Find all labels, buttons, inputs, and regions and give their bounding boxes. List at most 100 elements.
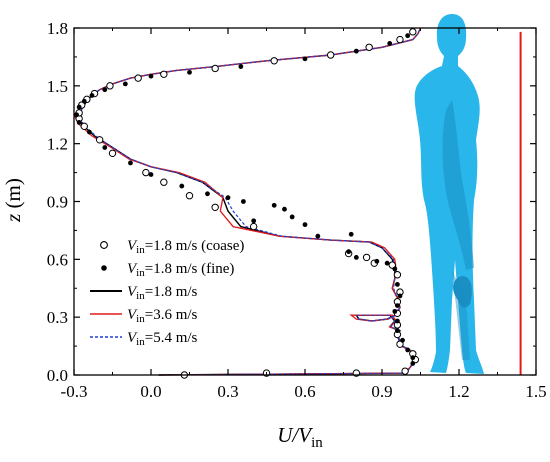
legend-marker-open-circle	[100, 241, 108, 249]
y-tick-label: 1.5	[47, 77, 68, 96]
fine-point	[395, 281, 400, 287]
legend-item: Vin=1.8 m/s (fine)	[101, 261, 234, 279]
fine-point	[384, 260, 390, 266]
legend-label: Vin=3.6 m/s	[127, 307, 198, 325]
fine-point	[102, 145, 108, 150]
coarse-point	[326, 51, 335, 59]
legend-item: Vin=3.6 m/s	[90, 307, 198, 325]
y-axis-symbol: z	[1, 214, 25, 223]
coarse-point	[142, 168, 150, 177]
y-tick-label: 1.8	[47, 19, 68, 38]
x-tick-label: 0.6	[294, 382, 315, 401]
fine-point	[392, 308, 398, 314]
x-tick-label: 0.0	[140, 382, 161, 401]
y-tick-label: 0.0	[47, 366, 68, 385]
legend-label-sub: in	[136, 244, 145, 256]
fine-point	[395, 318, 400, 324]
human-hand	[453, 276, 472, 308]
fine-point	[238, 64, 244, 69]
legend-label-value: =1.8 m/s (fine)	[145, 261, 235, 277]
x-tick-label: 0.3	[217, 382, 238, 401]
coarse-point	[270, 57, 278, 65]
x-axis-main: U/V	[277, 423, 313, 447]
fine-point	[410, 361, 416, 366]
legend-label-symbol: V	[127, 261, 138, 277]
coarse-point	[393, 271, 402, 279]
human-leg-shade	[452, 270, 470, 360]
coarse-point	[388, 261, 396, 269]
legend-label: Vin=5.4 m/s	[127, 330, 198, 348]
coarse-point	[401, 367, 409, 375]
fine-point	[315, 233, 321, 239]
x-axis-title: U/Vin	[277, 423, 323, 451]
coarse-point	[362, 253, 371, 262]
fine-point	[346, 249, 352, 255]
fine-point	[122, 81, 128, 87]
coarse-point	[211, 203, 219, 211]
legend-label: Vin=1.8 m/s (fine)	[127, 261, 234, 279]
fine-point	[241, 199, 246, 204]
fine-point	[102, 87, 108, 93]
y-tick-label: 0.9	[47, 193, 68, 212]
fine-point	[405, 33, 411, 39]
fine-point	[148, 73, 154, 79]
legend-item: Vin=1.8 m/s (coase)	[100, 238, 244, 256]
fine-point	[128, 160, 133, 166]
fine-point	[289, 214, 295, 220]
legend-label: Vin=1.8 m/s (coase)	[127, 238, 244, 256]
fine-point	[405, 347, 411, 353]
legend-label-sub: in	[136, 313, 145, 325]
coarse-point	[160, 70, 168, 78]
fine-point	[395, 303, 400, 308]
coarse-point	[409, 28, 417, 36]
coarse-point	[106, 82, 114, 90]
x-tick-label: -0.3	[61, 382, 88, 401]
legend-label-value: =1.8 m/s (coase)	[145, 238, 245, 254]
fine-point	[302, 222, 308, 228]
legend-label-symbol: V	[127, 330, 138, 346]
y-tick-label: 0.3	[47, 308, 68, 327]
x-tick-label: 0.9	[371, 382, 392, 401]
legend-label-value: =5.4 m/s	[145, 330, 198, 346]
coarse-point	[108, 149, 117, 158]
coarse-point	[185, 192, 194, 200]
coarse-point	[160, 178, 168, 186]
legend-label-symbol: V	[127, 238, 138, 254]
fine-point	[148, 172, 154, 177]
legend: Vin=1.8 m/s (coase)Vin=1.8 m/s (fine)Vin…	[90, 238, 244, 348]
coarse-point	[95, 136, 104, 144]
fine-point	[395, 328, 400, 334]
y-tick-label: 1.2	[47, 135, 68, 154]
fine-point	[87, 129, 92, 135]
legend-label: Vin=1.8 m/s	[127, 284, 198, 302]
legend-item: Vin=5.4 m/s	[90, 330, 198, 348]
legend-label-sub: in	[136, 336, 145, 348]
legend-label-value: =3.6 m/s	[145, 307, 198, 323]
fine-point	[187, 69, 192, 75]
fine-point	[410, 355, 416, 361]
human-arm-shade	[442, 100, 474, 270]
coarse-point	[396, 340, 404, 348]
coarse-point	[249, 222, 258, 231]
fine-point	[353, 48, 359, 54]
fine-point	[205, 191, 210, 197]
fine-point	[76, 120, 82, 125]
coarse-point	[80, 122, 88, 131]
fine-point	[392, 266, 398, 272]
axes-layer: -0.3 0.0 0.3 0.6 0.9 1.2 1.50.00.30.60.91.21.5…	[47, 19, 547, 401]
fine-point	[282, 206, 287, 212]
fine-point	[400, 337, 405, 343]
coarse-point	[365, 43, 373, 51]
legend-label-sub: in	[136, 267, 145, 279]
coarse-point	[396, 35, 404, 44]
coarse-point	[211, 64, 219, 73]
fine-point	[387, 41, 393, 46]
fine-point	[81, 98, 87, 104]
legend-item: Vin=1.8 m/s	[90, 284, 198, 302]
y-axis-title: z (m)	[1, 178, 25, 223]
fine-point	[397, 293, 403, 299]
legend-label-sub: in	[136, 290, 145, 302]
fine-point	[348, 231, 354, 237]
fine-point	[302, 56, 308, 62]
series-line-5-4	[79, 27, 422, 376]
